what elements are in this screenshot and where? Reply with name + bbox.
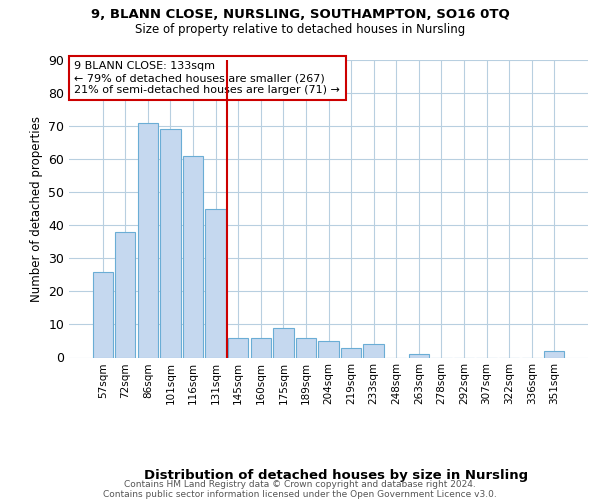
Y-axis label: Number of detached properties: Number of detached properties [29, 116, 43, 302]
Bar [115, 232, 136, 358]
Bar [228, 338, 248, 357]
Bar [364, 344, 384, 358]
Text: Distribution of detached houses by size in Nursling: Distribution of detached houses by size … [144, 470, 528, 482]
Bar [92, 272, 113, 358]
Bar [341, 348, 361, 358]
Bar [183, 156, 203, 358]
Text: 9, BLANN CLOSE, NURSLING, SOUTHAMPTON, SO16 0TQ: 9, BLANN CLOSE, NURSLING, SOUTHAMPTON, S… [91, 8, 509, 20]
Text: Size of property relative to detached houses in Nursling: Size of property relative to detached ho… [135, 22, 465, 36]
Bar [544, 351, 565, 358]
Bar [160, 130, 181, 358]
Bar [138, 123, 158, 358]
Bar [319, 341, 338, 357]
Bar [251, 338, 271, 357]
Text: Contains HM Land Registry data © Crown copyright and database right 2024.
Contai: Contains HM Land Registry data © Crown c… [103, 480, 497, 499]
Text: 9 BLANN CLOSE: 133sqm
← 79% of detached houses are smaller (267)
21% of semi-det: 9 BLANN CLOSE: 133sqm ← 79% of detached … [74, 62, 340, 94]
Bar [205, 209, 226, 358]
Bar [296, 338, 316, 357]
Bar [273, 328, 293, 358]
Bar [409, 354, 429, 358]
